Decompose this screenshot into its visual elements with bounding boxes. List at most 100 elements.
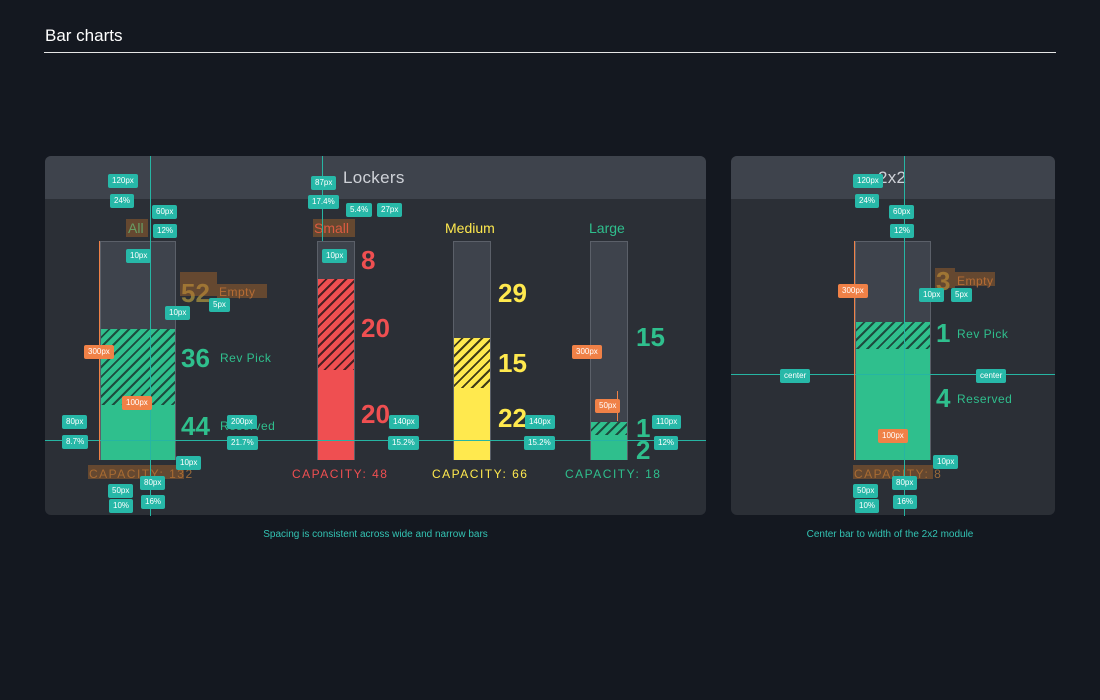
lockers-panel-header — [45, 156, 706, 199]
measure-tag: 10px — [919, 288, 945, 302]
measure-tag: 120px — [853, 174, 883, 188]
measure-tag: 50px — [595, 399, 621, 413]
all-rev-pick-value: 36 — [181, 343, 210, 373]
guide-line — [904, 156, 905, 516]
large-value-rev-pick: 1 — [636, 413, 651, 443]
large-label: Large — [589, 220, 625, 236]
measure-tag: 50px — [853, 484, 879, 498]
measure-tag: 5px — [209, 298, 230, 312]
module-empty-label: Empty — [957, 274, 994, 288]
measure-tag: center — [780, 369, 811, 383]
measure-tag: 10px — [933, 455, 959, 469]
lockers-title: Lockers — [343, 168, 405, 187]
measure-tag: 8.7% — [62, 435, 89, 449]
measure-tag: 300px — [84, 345, 114, 359]
bar-large-hatched — [591, 422, 627, 435]
measure-tag: 16% — [893, 495, 918, 509]
all-capacity-highlight — [88, 465, 184, 479]
measure-tag: 10px — [126, 249, 152, 263]
measure-tag: 12% — [890, 224, 915, 238]
all-empty-highlight — [180, 272, 217, 296]
guide-line — [854, 241, 855, 460]
measure-tag: 27px — [377, 203, 403, 217]
guide-line — [45, 440, 706, 441]
measure-tag: 10px — [176, 456, 202, 470]
bar-medium-solid — [454, 388, 490, 460]
all-label-highlight — [126, 219, 148, 237]
measure-tag: 50px — [108, 484, 134, 498]
all-empty-label: Empty — [219, 285, 256, 299]
medium-label: Medium — [445, 220, 495, 236]
measure-tag: 80px — [62, 415, 88, 429]
large-value-empty: 15 — [636, 322, 665, 352]
measure-tag: 140px — [389, 415, 419, 429]
small-value-reserved: 20 — [361, 399, 390, 429]
bar-2x2-rev-pick — [856, 322, 930, 349]
medium-capacity: CAPACITY: 66 — [432, 467, 529, 481]
measure-tag: 110px — [652, 415, 682, 429]
measure-tag: 300px — [572, 345, 602, 359]
measure-tag: 140px — [525, 415, 555, 429]
measure-tag: 24% — [110, 194, 135, 208]
measure-tag: 16% — [141, 495, 166, 509]
all-empty-value: 52 — [181, 278, 210, 308]
measure-tag: 17.4% — [308, 195, 339, 209]
bar-large-solid — [591, 435, 627, 460]
all-capacity: CAPACITY: 132 — [89, 467, 194, 481]
lockers-caption: Spacing is consistent across wide and na… — [263, 529, 488, 540]
small-value-empty: 8 — [361, 245, 376, 275]
measure-tag: 10% — [109, 499, 134, 513]
medium-value-empty: 29 — [498, 278, 527, 308]
measure-tag: 120px — [108, 174, 138, 188]
module-2x2-header — [731, 156, 1055, 199]
measure-tag: 10px — [322, 249, 348, 263]
all-rev-pick-label: Rev Pick — [220, 351, 272, 365]
module-capacity-highlight — [853, 465, 933, 479]
module-rev-pick-value: 1 — [936, 318, 951, 348]
all-empty-label-highlight — [217, 284, 267, 298]
bar-medium — [453, 241, 491, 460]
bar-2x2 — [855, 241, 931, 460]
module-empty-highlight — [935, 268, 955, 288]
module-rev-pick-label: Rev Pick — [957, 327, 1009, 341]
medium-value-rev-pick: 15 — [498, 348, 527, 378]
measure-tag: center — [976, 369, 1007, 383]
module-reserved-label: Reserved — [957, 392, 1013, 406]
small-capacity: CAPACITY: 48 — [292, 467, 389, 481]
module-reserved-value: 4 — [936, 383, 951, 413]
bar-small-solid — [318, 370, 354, 460]
guide-line — [150, 156, 151, 516]
bar-all-reserved — [101, 405, 175, 460]
measure-tag: 5.4% — [346, 203, 373, 217]
measure-tag: 5px — [951, 288, 972, 302]
measure-tag: 15.2% — [524, 436, 555, 450]
module-empty-label-highlight — [955, 272, 995, 286]
large-value-reserved: 2 — [636, 435, 651, 465]
bar-medium-hatched — [454, 338, 490, 388]
measure-tag: 100px — [122, 396, 152, 410]
bar-large — [590, 241, 628, 460]
measure-tag: 12% — [654, 436, 679, 450]
page-title: Bar charts — [45, 26, 123, 45]
bar-small-hatched — [318, 279, 354, 370]
large-capacity: CAPACITY: 18 — [565, 467, 662, 481]
measure-tag: 300px — [838, 284, 868, 298]
measure-tag: 87px — [311, 176, 337, 190]
measure-tag: 10% — [855, 499, 880, 513]
guide-line — [731, 374, 1055, 375]
title-rule — [44, 52, 1056, 53]
all-label: All — [128, 220, 144, 236]
bar-2x2-reserved — [856, 349, 930, 460]
small-value-rev-pick: 20 — [361, 313, 390, 343]
measure-tag: 80px — [140, 476, 166, 490]
medium-value-reserved: 22 — [498, 403, 527, 433]
module-capacity: CAPACITY: 8 — [854, 467, 943, 481]
measure-tag: 60px — [152, 205, 178, 219]
small-label-highlight — [313, 219, 355, 237]
measure-tag: 12% — [153, 224, 178, 238]
measure-tag: 200px — [227, 415, 257, 429]
bar-small — [317, 241, 355, 460]
all-reserved-value: 44 — [181, 411, 210, 441]
module-2x2-title: 2x2 — [878, 168, 907, 187]
measure-tag: 24% — [855, 194, 880, 208]
